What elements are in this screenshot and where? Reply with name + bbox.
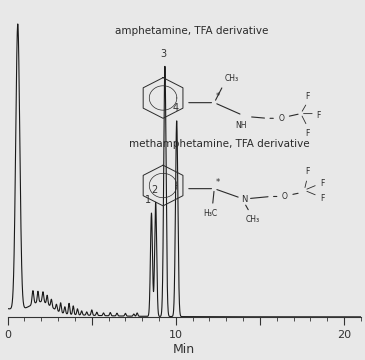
- Text: N: N: [241, 195, 247, 204]
- Text: amphetamine, TFA derivative: amphetamine, TFA derivative: [115, 26, 268, 36]
- Text: F: F: [320, 180, 324, 189]
- Text: 2: 2: [152, 185, 158, 194]
- Text: F: F: [306, 129, 310, 138]
- Text: *: *: [216, 92, 220, 101]
- Text: H₃C: H₃C: [204, 209, 218, 218]
- Text: O: O: [278, 114, 284, 123]
- Text: F: F: [306, 167, 310, 176]
- Text: NH: NH: [235, 121, 246, 130]
- Text: methamphetamine, TFA derivative: methamphetamine, TFA derivative: [129, 139, 310, 149]
- Text: 1: 1: [145, 195, 151, 205]
- Text: CH₃: CH₃: [224, 74, 238, 83]
- Text: *: *: [216, 178, 220, 187]
- X-axis label: Min: Min: [173, 343, 195, 356]
- Text: O: O: [282, 192, 288, 201]
- Text: 3: 3: [160, 49, 166, 59]
- Text: CH₃: CH₃: [246, 215, 260, 224]
- Text: F: F: [306, 92, 310, 101]
- Text: F: F: [317, 111, 321, 120]
- Text: F: F: [320, 194, 324, 203]
- Text: 4: 4: [173, 103, 179, 113]
